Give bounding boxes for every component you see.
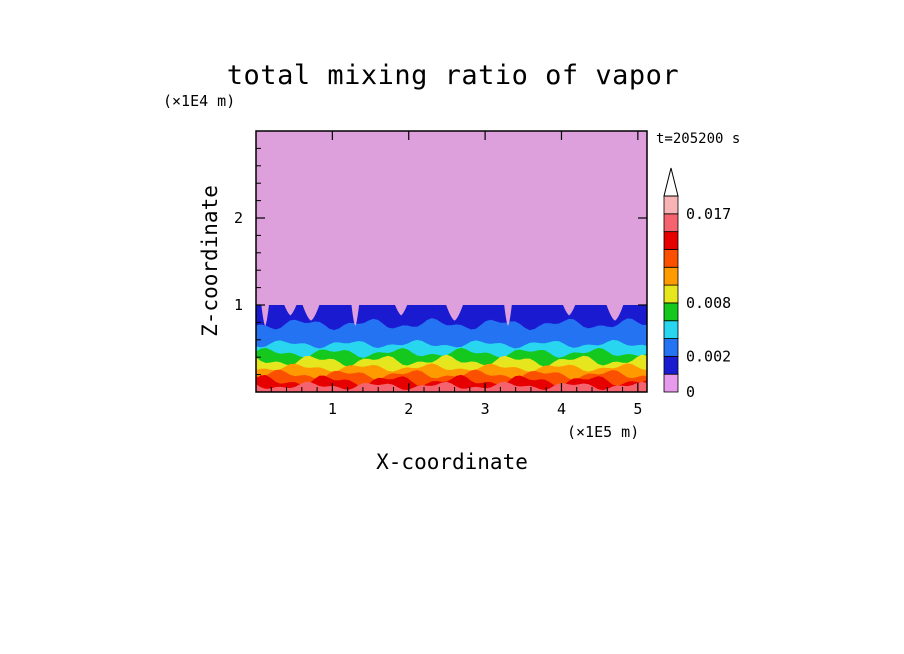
plot-area: [256, 131, 647, 392]
colorbar-swatch: [663, 320, 679, 339]
field-intrusion: [261, 305, 269, 326]
field-intrusion: [302, 305, 320, 321]
field-intrusion: [562, 305, 576, 316]
y-tick-label: 2: [234, 209, 243, 227]
colorbar-label: 0.008: [686, 294, 731, 312]
colorbar-label: 0.017: [686, 205, 731, 223]
colorbar-swatch: [663, 231, 679, 250]
x-tick-label: 5: [633, 400, 642, 418]
field-intrusion: [351, 305, 360, 326]
field-intrusion: [284, 305, 297, 316]
colorbar-label: 0: [686, 383, 695, 401]
colorbar-swatch: [663, 249, 679, 268]
colorbar-extend-arrow: [663, 167, 679, 197]
colorbar-swatch: [663, 355, 679, 375]
x-tick-label: 3: [481, 400, 490, 418]
field-intrusion: [504, 305, 512, 326]
colorbar-swatch: [663, 195, 679, 215]
colorbar-swatch: [663, 373, 679, 393]
field-intrusion: [394, 305, 408, 316]
chart-title: total mixing ratio of vapor: [227, 60, 679, 91]
x-axis-title: X-coordinate: [376, 450, 528, 474]
field-intrusion: [446, 305, 463, 321]
y-axis: 12: [234, 147, 647, 376]
colorbar-label: 0.002: [686, 347, 731, 365]
colorbar-swatch: [663, 213, 679, 233]
colorbar-swatch: [663, 338, 679, 357]
x-tick-label: 2: [404, 400, 413, 418]
field-intrusion: [606, 305, 624, 321]
field-band-level-8: [256, 374, 647, 392]
plot-frame: [255, 130, 648, 393]
y-axis-title: Z-coordinate: [198, 185, 222, 337]
colorbar-swatch: [663, 284, 679, 304]
colorbar-swatch: [663, 302, 679, 322]
field-band-level-9: [256, 381, 647, 392]
y-unit-label: (×1E4 m): [163, 92, 235, 110]
x-tick-label: 1: [328, 400, 337, 418]
x-axis: 1 2 3 4 5: [270, 131, 642, 418]
y-tick-label: 1: [234, 296, 243, 314]
colorbar: 0 0.002 0.008 0.017: [663, 167, 731, 401]
colorbar-swatch: [663, 266, 679, 286]
time-label: t=205200 s: [656, 131, 740, 147]
x-tick-label: 4: [557, 400, 566, 418]
x-unit-label: (×1E5 m): [567, 423, 639, 441]
